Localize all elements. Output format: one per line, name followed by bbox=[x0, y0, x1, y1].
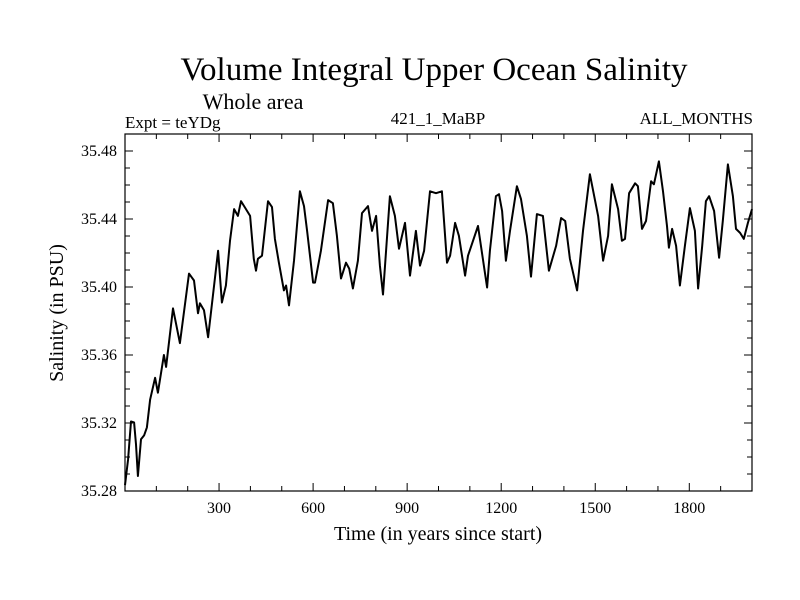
chart-subtitle: Whole area bbox=[203, 89, 304, 114]
x-tick-labels: 300 600 900 1200 1500 1800 bbox=[207, 500, 705, 517]
y-axis-label: Salinity (in PSU) bbox=[46, 244, 68, 382]
run-label: 421_1_MaBP bbox=[391, 109, 485, 128]
y-tick-label: 35.28 bbox=[81, 483, 117, 500]
x-tick-label: 900 bbox=[395, 500, 419, 517]
months-label: ALL_MONTHS bbox=[640, 109, 753, 128]
x-tick-label: 600 bbox=[301, 500, 325, 517]
experiment-label: Expt = teYDg bbox=[125, 113, 221, 132]
chart-title: Volume Integral Upper Ocean Salinity bbox=[180, 52, 688, 88]
x-tick-label: 1200 bbox=[485, 500, 517, 517]
y-tick-label: 35.32 bbox=[81, 415, 117, 432]
x-tick-label: 300 bbox=[207, 500, 231, 517]
axis-ticks bbox=[125, 134, 752, 491]
x-tick-label: 1500 bbox=[579, 500, 611, 517]
y-tick-label: 35.44 bbox=[81, 211, 117, 228]
salinity-series-line bbox=[124, 160, 753, 486]
y-tick-label: 35.48 bbox=[81, 143, 117, 160]
x-axis-label: Time (in years since start) bbox=[334, 523, 542, 545]
y-tick-label: 35.36 bbox=[81, 347, 117, 364]
x-tick-label: 1800 bbox=[673, 500, 705, 517]
plot-frame bbox=[124, 133, 753, 492]
y-tick-labels: 35.28 35.32 35.36 35.40 35.44 35.48 bbox=[81, 143, 117, 500]
y-tick-label: 35.40 bbox=[81, 279, 117, 296]
